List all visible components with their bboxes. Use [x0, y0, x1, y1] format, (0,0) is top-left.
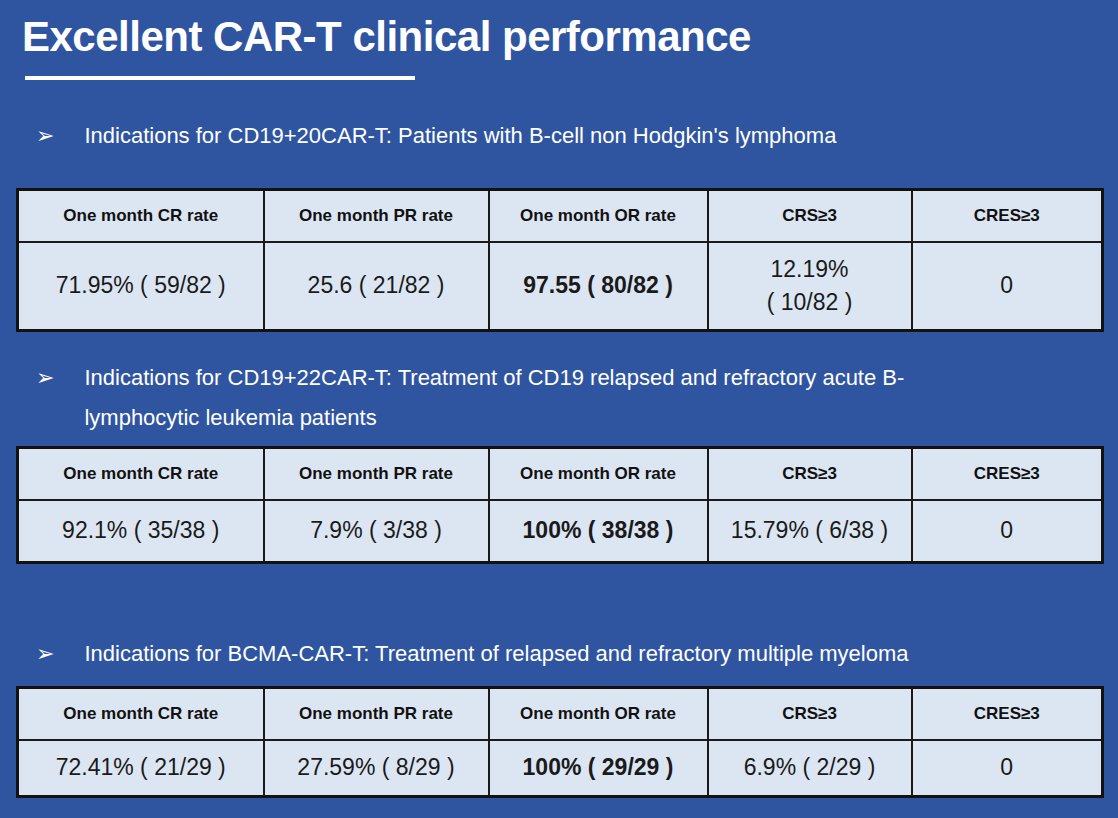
table-header-row: One month CR rate One month PR rate One …	[18, 688, 1103, 741]
or-rate-value: 100% ( 38/38 )	[489, 500, 708, 563]
cd19-20-results-table: One month CR rate One month PR rate One …	[16, 188, 1104, 332]
table-data-row: 71.95% ( 59/82 ) 25.6 ( 21/82 ) 97.55 ( …	[18, 242, 1103, 331]
or-rate-value: 100% ( 29/29 )	[489, 740, 708, 797]
title-underline	[25, 76, 415, 80]
table-data-row: 72.41% ( 21/29 ) 27.59% ( 8/29 ) 100% ( …	[18, 740, 1103, 797]
arrowhead-bullet-icon: ➢	[36, 116, 54, 156]
cr-rate-value: 72.41% ( 21/29 )	[18, 740, 264, 797]
page-title: Excellent CAR-T clinical performance	[22, 12, 1118, 62]
header-pr-rate: One month PR rate	[264, 190, 489, 243]
or-rate-value: 97.55 ( 80/82 )	[489, 242, 708, 331]
section-2-heading-text: Indications for CD19+22CAR-T: Treatment …	[84, 358, 904, 438]
cr-rate-value: 92.1% ( 35/38 )	[18, 500, 264, 563]
header-pr-rate: One month PR rate	[264, 688, 489, 741]
arrowhead-bullet-icon: ➢	[36, 634, 54, 674]
header-cr-rate: One month CR rate	[18, 448, 264, 501]
cd19-22-results-table: One month CR rate One month PR rate One …	[16, 446, 1104, 564]
cres-value: 0	[912, 740, 1103, 797]
header-crs: CRS≥3	[708, 448, 912, 501]
cres-value: 0	[912, 500, 1103, 563]
section-1-heading-text: Indications for CD19+20CAR-T: Patients w…	[84, 116, 836, 156]
crs-value: 15.79% ( 6/38 )	[708, 500, 912, 563]
cres-value: 0	[912, 242, 1103, 331]
section-1-heading: ➢ Indications for CD19+20CAR-T: Patients…	[36, 116, 1098, 156]
header-cres: CRES≥3	[912, 448, 1103, 501]
cr-rate-value: 71.95% ( 59/82 )	[18, 242, 264, 331]
header-or-rate: One month OR rate	[489, 190, 708, 243]
arrowhead-bullet-icon: ➢	[36, 358, 54, 398]
header-pr-rate: One month PR rate	[264, 448, 489, 501]
crs-value: 12.19% ( 10/82 )	[708, 242, 912, 331]
pr-rate-value: 7.9% ( 3/38 )	[264, 500, 489, 563]
section-3-heading-text: Indications for BCMA-CAR-T: Treatment of…	[84, 634, 908, 674]
header-cr-rate: One month CR rate	[18, 688, 264, 741]
section-2-heading: ➢ Indications for CD19+22CAR-T: Treatmen…	[36, 358, 1098, 438]
header-cres: CRES≥3	[912, 688, 1103, 741]
table-header-row: One month CR rate One month PR rate One …	[18, 448, 1103, 501]
header-or-rate: One month OR rate	[489, 448, 708, 501]
header-crs: CRS≥3	[708, 688, 912, 741]
bcma-results-table: One month CR rate One month PR rate One …	[16, 686, 1104, 798]
pr-rate-value: 27.59% ( 8/29 )	[264, 740, 489, 797]
table-header-row: One month CR rate One month PR rate One …	[18, 190, 1103, 243]
table-data-row: 92.1% ( 35/38 ) 7.9% ( 3/38 ) 100% ( 38/…	[18, 500, 1103, 563]
crs-value: 6.9% ( 2/29 )	[708, 740, 912, 797]
header-or-rate: One month OR rate	[489, 688, 708, 741]
pr-rate-value: 25.6 ( 21/82 )	[264, 242, 489, 331]
header-cres: CRES≥3	[912, 190, 1103, 243]
section-3-heading: ➢ Indications for BCMA-CAR-T: Treatment …	[36, 634, 1098, 674]
header-cr-rate: One month CR rate	[18, 190, 264, 243]
header-crs: CRS≥3	[708, 190, 912, 243]
